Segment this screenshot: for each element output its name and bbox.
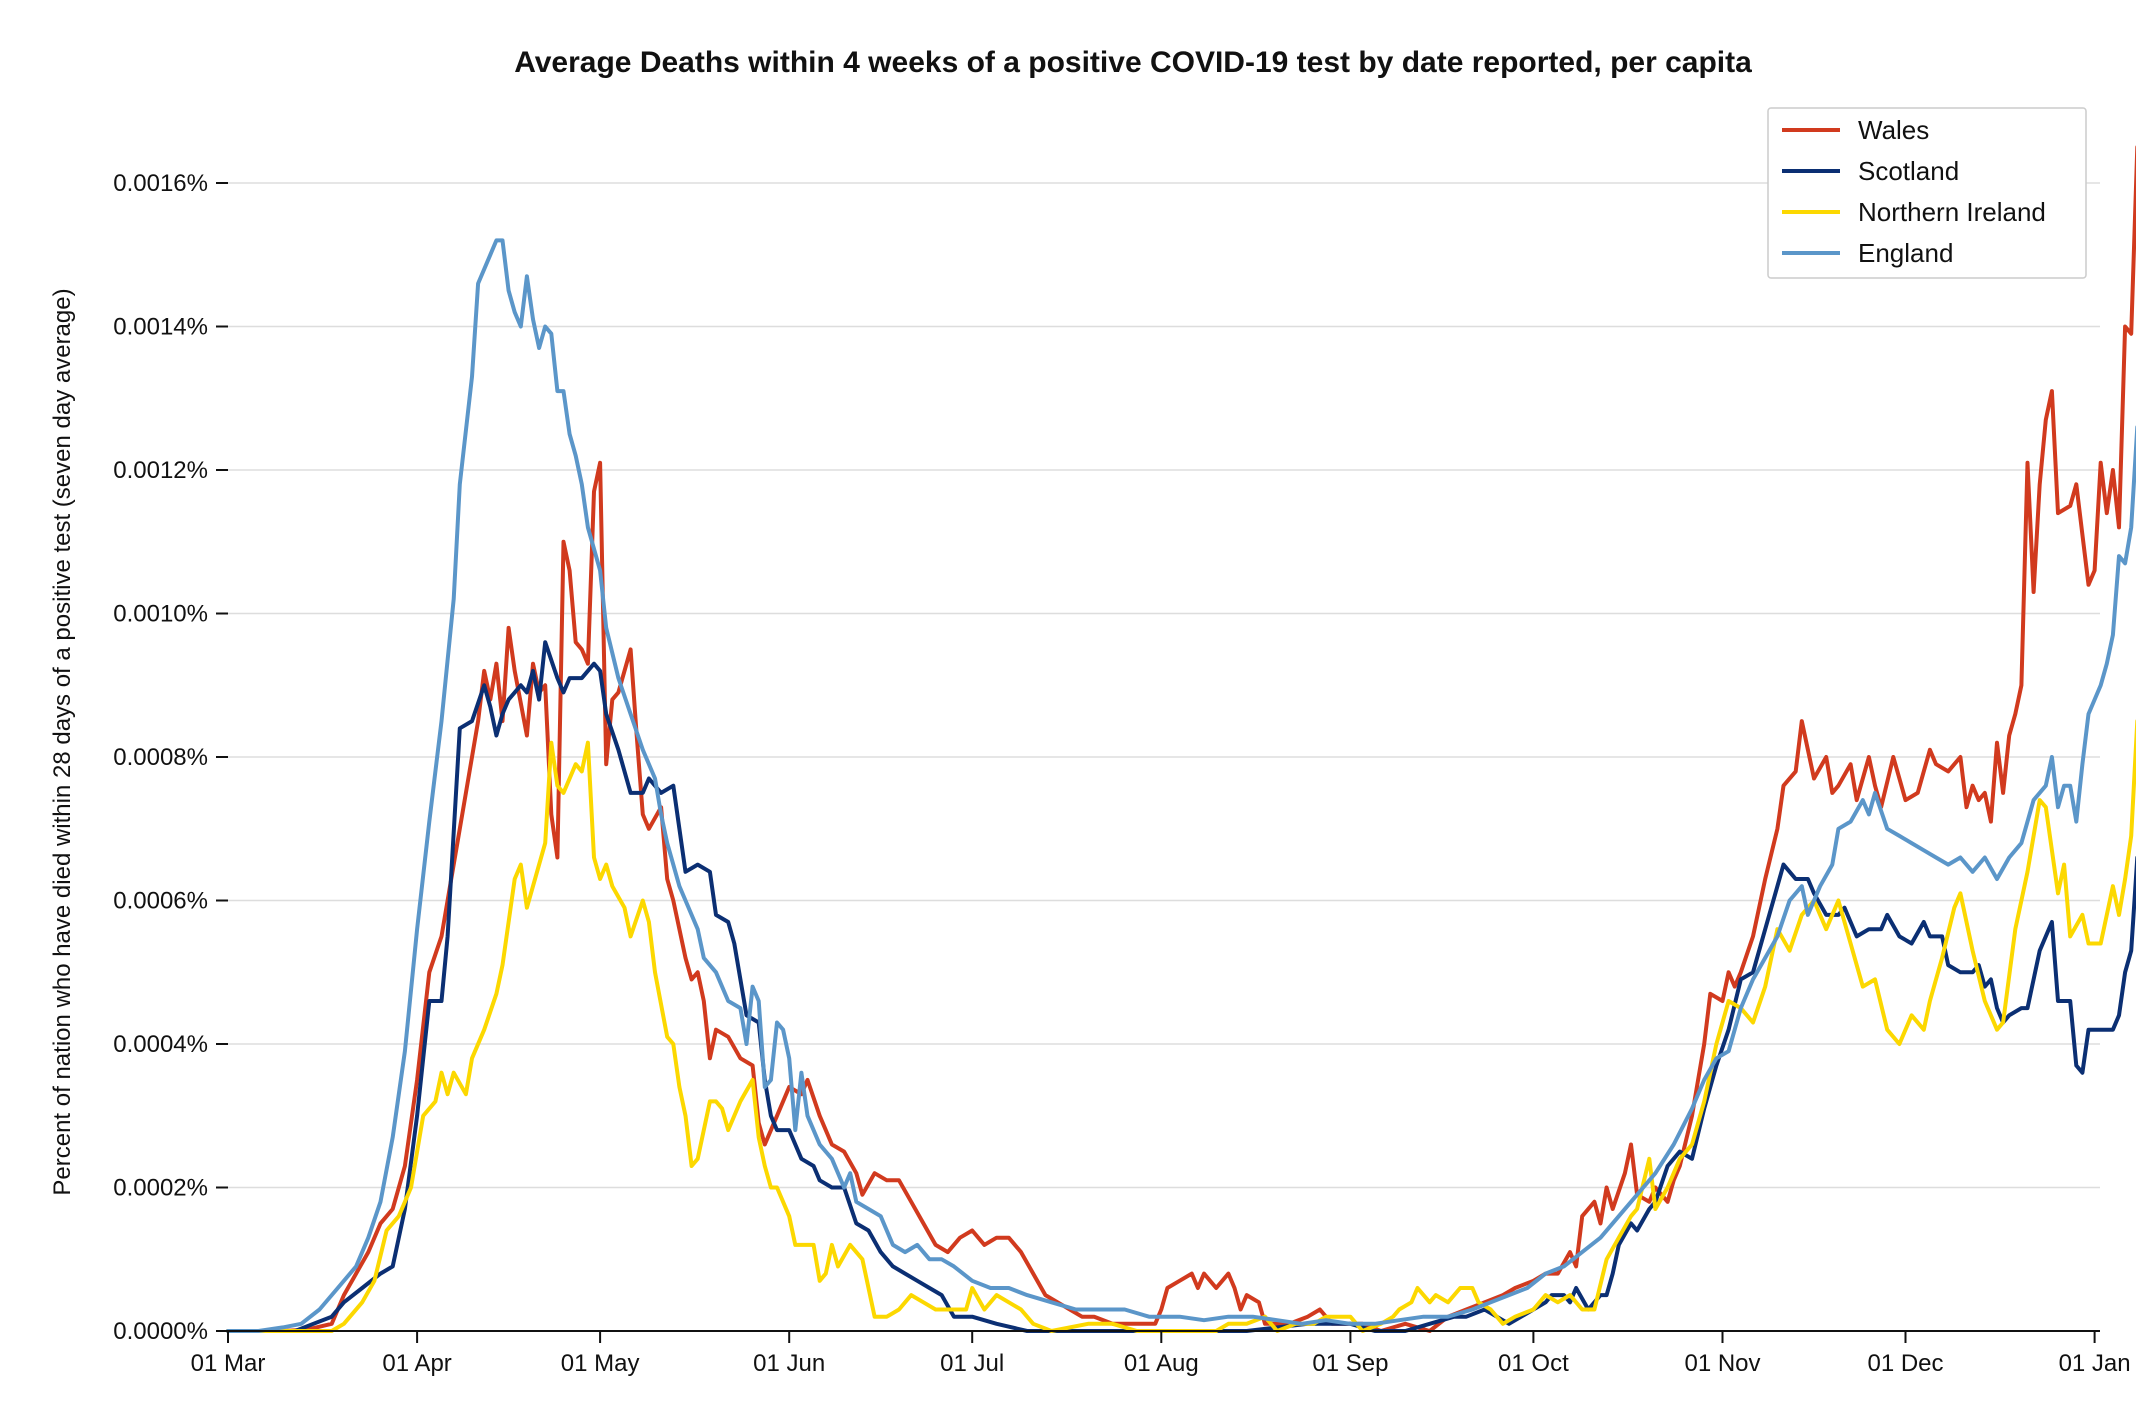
x-tick-label: 01 Dec	[1867, 1350, 1943, 1377]
y-axis-ticks: 0.0000% 0.0002% 0.0004% 0.0006% 0.0008% 0.001…	[113, 170, 228, 1345]
x-tick-label: 01 May	[561, 1350, 640, 1377]
x-tick-label: 01 Sep	[1312, 1350, 1388, 1377]
legend-label-scotland: Scotland	[1858, 156, 1959, 186]
x-tick-label: 01 Jun	[753, 1350, 825, 1377]
x-axis-ticks: 01 Mar 01 Apr 01 May 01 Jun 01 Jul 01 Aug 01 S…	[191, 1331, 2131, 1377]
y-tick-label: 0.0006%	[113, 888, 208, 915]
legend-label-wales: Wales	[1858, 115, 1929, 145]
y-tick-label: 0.0000%	[113, 1318, 208, 1345]
legend-box	[1767, 107, 2087, 279]
y-tick-label: 0.0012%	[113, 457, 208, 484]
x-tick-label: 01 Mar	[191, 1350, 266, 1377]
y-tick-label: 0.0014%	[113, 314, 208, 341]
series-line-england	[226, 238, 2136, 1333]
x-tick-label: 01 Jan	[2059, 1350, 2131, 1377]
legend-label-england: England	[1858, 238, 1953, 268]
x-tick-label: 01 Aug	[1124, 1350, 1199, 1377]
y-axis-label: Percent of nation who have died within 2…	[49, 288, 76, 1195]
x-tick-label: 01 Apr	[382, 1350, 451, 1377]
y-tick-label: 0.0010%	[113, 601, 208, 628]
series-lines	[226, 145, 2136, 1333]
x-tick-label: 01 Jul	[940, 1350, 1004, 1377]
y-tick-label: 0.0004%	[113, 1031, 208, 1058]
x-tick-label: 01 Oct	[1498, 1350, 1569, 1377]
legend: Wales Scotland Northern Ireland England	[1767, 107, 2087, 279]
x-tick-label: 01 Nov	[1684, 1350, 1760, 1377]
legend-label-northern-ireland: Northern Ireland	[1858, 197, 2046, 227]
y-tick-label: 0.0016%	[113, 170, 208, 197]
series-line-northern-ireland	[226, 719, 2136, 1333]
series-line-scotland	[226, 640, 2136, 1333]
y-tick-label: 0.0002%	[113, 1175, 208, 1202]
gridlines	[228, 182, 2100, 1189]
y-tick-label: 0.0008%	[113, 744, 208, 771]
series-line-wales	[226, 145, 2136, 1333]
chart-title: Average Deaths within 4 weeks of a posit…	[514, 46, 1752, 79]
